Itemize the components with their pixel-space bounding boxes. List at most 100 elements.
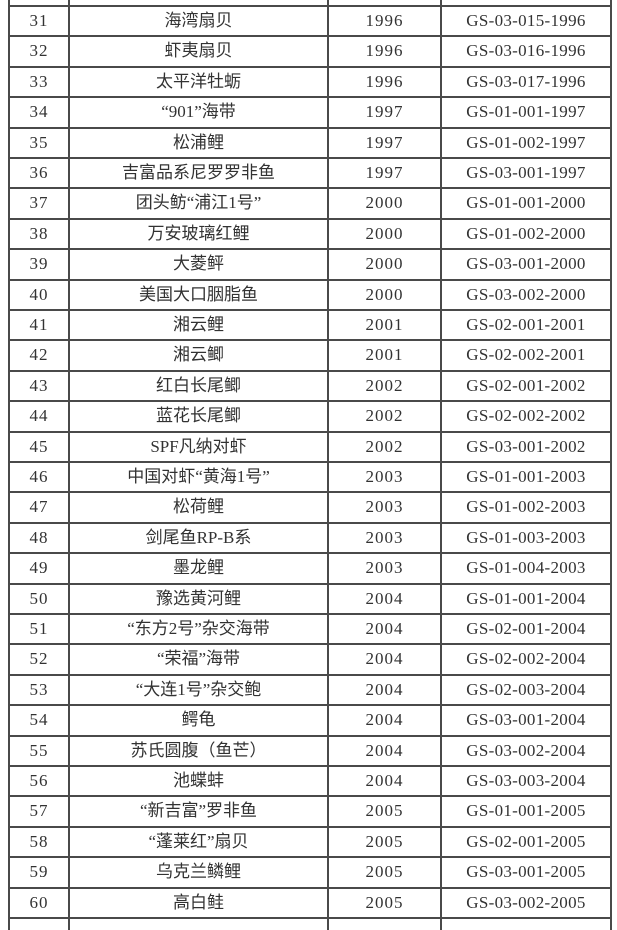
cell-index: 46 [8,460,70,494]
table-row: 57 “新吉富”罗非鱼 2005 GS-01-001-2005 [8,795,612,828]
cell-name: 豫选黄河鲤 [68,582,329,616]
cell-year: 2003 [327,460,442,494]
cell-name: 松浦鲤 [68,126,329,159]
cell-code: GS-03-002-2005 [440,886,612,920]
cell-year: 2004 [327,643,442,676]
cell-name: “新吉富”罗非鱼 [68,795,329,828]
table-row: 41 湘云鲤 2001 GS-02-001-2001 [8,308,612,342]
cell-code: GS-01-004-2003 [440,552,612,585]
table-row: 32 虾夷扇贝 1996 GS-03-016-1996 [8,35,612,68]
cell-name: 墨龙鲤 [68,552,329,585]
cell-year: 2000 [327,248,442,281]
table-row: 58 “蓬莱红”扇贝 2005 GS-02-001-2005 [8,825,612,859]
cell-name: 虾夷扇贝 [68,35,329,68]
cell-code: GS-03-001-2004 [440,704,612,737]
cell-name: 乌克兰鳞鲤 [68,856,329,889]
empty-cell [68,917,329,930]
cell-index: 45 [8,430,70,463]
cell-year: 2004 [327,613,442,646]
cell-code: GS-02-001-2002 [440,369,612,403]
cell-year: 2004 [327,734,442,768]
cell-name: 高白鲑 [68,886,329,920]
cell-index: 49 [8,552,70,585]
cell-index: 59 [8,856,70,889]
cell-name: 吉富品系尼罗罗非鱼 [68,156,329,190]
cell-name: “东方2号”杂交海带 [68,613,329,646]
cell-code: GS-01-002-2000 [440,217,612,251]
empty-cell [68,0,329,7]
cell-code: GS-02-002-2001 [440,339,612,372]
cell-year: 2002 [327,369,442,403]
cell-index: 50 [8,582,70,616]
cell-year: 2004 [327,673,442,707]
cell-name: “901”海带 [68,96,329,129]
table-row: 35 松浦鲤 1997 GS-01-002-1997 [8,126,612,159]
cell-name: “荣福”海带 [68,643,329,676]
cell-index: 42 [8,339,70,372]
cell-year: 1997 [327,156,442,190]
table-row: 56 池蝶蚌 2004 GS-03-003-2004 [8,765,612,798]
cell-code: GS-03-015-1996 [440,4,612,38]
table-row: 36 吉富品系尼罗罗非鱼 1997 GS-03-001-1997 [8,156,612,190]
cell-name: 池蝶蚌 [68,765,329,798]
cell-year: 2000 [327,278,442,311]
cell-name: “大连1号”杂交鲍 [68,673,329,707]
cell-year: 2002 [327,400,442,433]
table-row: 42 湘云鲫 2001 GS-02-002-2001 [8,339,612,372]
table-row: 33 太平洋牡蛎 1996 GS-03-017-1996 [8,65,612,99]
table-row: 45 SPF凡纳对虾 2002 GS-03-001-2002 [8,430,612,463]
table-row: 50 豫选黄河鲤 2004 GS-01-001-2004 [8,582,612,616]
cell-year: 2005 [327,795,442,828]
cell-code: GS-01-002-1997 [440,126,612,159]
cell-year: 1996 [327,65,442,99]
cell-index: 34 [8,96,70,129]
cell-index: 52 [8,643,70,676]
cell-code: GS-01-001-1997 [440,96,612,129]
cell-name: 万安玻璃红鲤 [68,217,329,251]
cell-year: 1997 [327,126,442,159]
cell-name: SPF凡纳对虾 [68,430,329,463]
cell-code: GS-01-001-2004 [440,582,612,616]
cell-index: 48 [8,521,70,555]
empty-cell [8,0,70,7]
cell-year: 2001 [327,308,442,342]
cell-year: 2001 [327,339,442,372]
cell-code: GS-03-001-1997 [440,156,612,190]
cell-year: 2004 [327,582,442,616]
cell-year: 2003 [327,491,442,524]
table-row: 34 “901”海带 1997 GS-01-001-1997 [8,96,612,129]
cell-year: 2005 [327,886,442,920]
table-row: 53 “大连1号”杂交鲍 2004 GS-02-003-2004 [8,673,612,707]
table-row: 51 “东方2号”杂交海带 2004 GS-02-001-2004 [8,613,612,646]
table-row: 47 松荷鲤 2003 GS-01-002-2003 [8,491,612,524]
cell-year: 1996 [327,35,442,68]
cell-name: 红白长尾鲫 [68,369,329,403]
table-row: 31 海湾扇贝 1996 GS-03-015-1996 [8,4,612,38]
table-row-partial-top [8,0,612,7]
cell-year: 2003 [327,552,442,585]
table-row: 38 万安玻璃红鲤 2000 GS-01-002-2000 [8,217,612,251]
cell-index: 44 [8,400,70,433]
species-table: 31 海湾扇贝 1996 GS-03-015-1996 32 虾夷扇贝 1996 GS-03-… [8,0,612,930]
cell-code: GS-01-003-2003 [440,521,612,555]
cell-index: 51 [8,613,70,646]
table-row: 54 鳄龟 2004 GS-03-001-2004 [8,704,612,737]
table-row: 44 蓝花长尾鲫 2002 GS-02-002-2002 [8,400,612,433]
cell-name: 中国对虾“黄海1号” [68,460,329,494]
empty-cell [8,917,70,930]
cell-code: GS-02-001-2004 [440,613,612,646]
cell-index: 41 [8,308,70,342]
cell-year: 1997 [327,96,442,129]
empty-cell [327,917,442,930]
cell-index: 36 [8,156,70,190]
cell-index: 39 [8,248,70,281]
empty-cell [327,0,442,7]
cell-name: 鳄龟 [68,704,329,737]
table-row: 43 红白长尾鲫 2002 GS-02-001-2002 [8,369,612,403]
empty-cell [440,917,612,930]
cell-code: GS-03-016-1996 [440,35,612,68]
cell-code: GS-03-002-2004 [440,734,612,768]
cell-name: 大菱鲆 [68,248,329,281]
cell-index: 57 [8,795,70,828]
cell-code: GS-02-002-2002 [440,400,612,433]
